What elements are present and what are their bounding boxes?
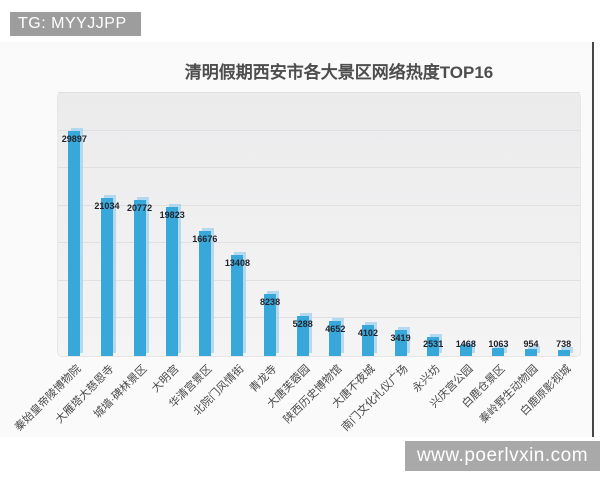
gridline: [58, 167, 580, 169]
bar: [198, 230, 211, 356]
bar-value-label: 8238: [260, 297, 281, 308]
bar-value-label: 21034: [94, 200, 120, 211]
chart-title: 清明假期西安市各大景区网络热度TOP16: [184, 63, 494, 82]
bar: [557, 350, 570, 356]
gridline: [58, 92, 580, 93]
bar: [459, 344, 472, 356]
gridline: [58, 279, 580, 281]
chart-card: 清明假期西安市各大景区网络热度TOP16 29897 21034 20772 1982…: [0, 42, 594, 437]
bar-value-label: 5288: [292, 319, 313, 330]
watermark-badge: TG: MYYJJPP: [10, 12, 141, 36]
bar: [264, 294, 277, 356]
website-watermark: www.poerlvxin.com: [405, 441, 600, 471]
bar-chart-plot-area: 29897 21034 20772 19823 16676 13408 8238 5288 46…: [57, 92, 581, 357]
bar: [361, 325, 374, 356]
bar-value-label: 4652: [325, 324, 346, 335]
bar: [133, 199, 146, 356]
bar: [492, 348, 505, 356]
bar-value-label: 738: [556, 339, 572, 349]
gridline: [58, 204, 580, 206]
bar-value-label: 3419: [390, 333, 411, 344]
bar-value-label: 4102: [357, 328, 378, 339]
bar: [296, 316, 309, 356]
bar-value-label: 2531: [423, 339, 444, 349]
bar-value-label: 1063: [488, 339, 509, 349]
bar: [329, 321, 342, 356]
bar: [100, 197, 113, 356]
bar-value-label: 20772: [127, 202, 153, 213]
bar-value-label: 29897: [61, 134, 87, 145]
bar-value-label: 954: [523, 339, 539, 349]
bar-value-label: 13408: [224, 258, 250, 269]
gridline: [58, 242, 580, 244]
gridline: [58, 129, 580, 131]
gridline: [58, 317, 580, 319]
bar-value-label: 19823: [159, 210, 185, 221]
bar-value-label: 16676: [192, 233, 218, 244]
bar: [166, 207, 179, 356]
bar: [231, 255, 244, 356]
bar: [394, 330, 407, 356]
bar: [427, 336, 440, 356]
bar: [525, 348, 538, 356]
bar: [68, 131, 81, 356]
bar-value-label: 1468: [455, 339, 476, 349]
x-axis-labels: 秦始皇帝陵博物院 大雁塔大慈恩寺 城墙·碑林景区 大明宫 华清宫景区 北院门风情街 青龙寺大…: [13, 357, 581, 443]
